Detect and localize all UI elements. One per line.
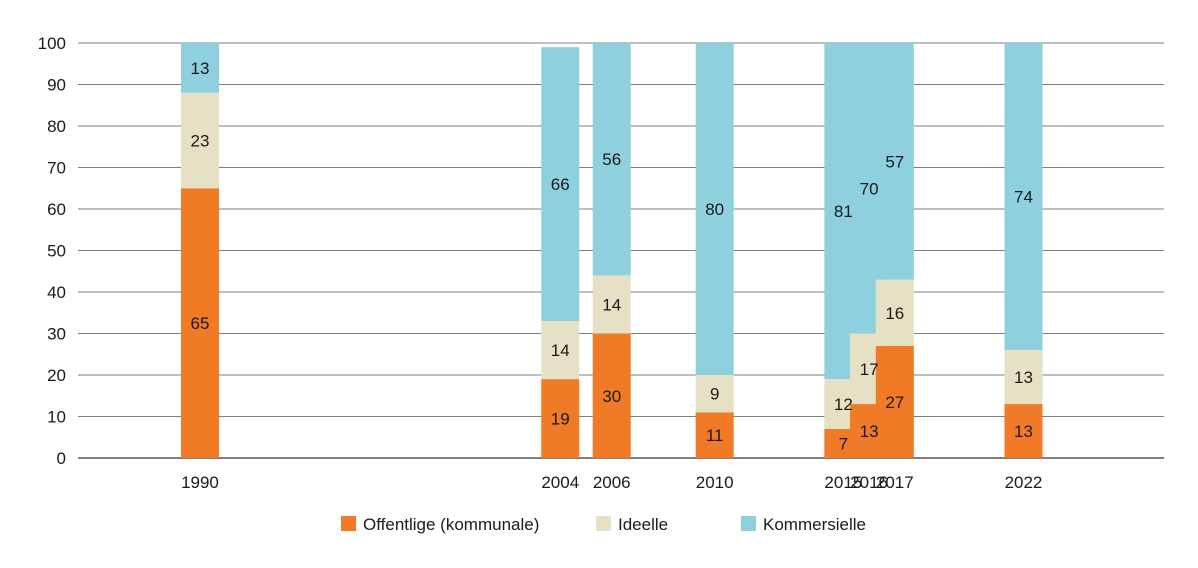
- y-tick-label: 40: [47, 283, 66, 302]
- data-label: 19: [551, 410, 570, 429]
- bar-segment: [875, 279, 914, 346]
- bars: [180, 43, 1043, 458]
- legend-label: Ideelle: [618, 515, 668, 534]
- bar-segment: [541, 321, 580, 380]
- y-tick-label: 0: [57, 449, 66, 468]
- data-label: 57: [885, 152, 904, 171]
- bar-segment: [592, 43, 631, 276]
- x-tick-label: 2016: [850, 473, 888, 492]
- x-tick-label: 2006: [593, 473, 631, 492]
- y-tick-label: 10: [47, 408, 66, 427]
- x-tick-label: 2015: [824, 473, 862, 492]
- x-tick-label: 2022: [1005, 473, 1043, 492]
- y-tick-label: 70: [47, 159, 66, 178]
- legend-swatch: [596, 516, 611, 531]
- data-label: 27: [885, 393, 904, 412]
- data-label: 11: [706, 426, 724, 445]
- y-tick-label: 60: [47, 200, 66, 219]
- data-label: 9: [710, 385, 719, 404]
- data-label: 74: [1014, 188, 1033, 207]
- data-label: 13: [860, 422, 879, 441]
- bar-segment: [541, 379, 580, 458]
- bar-segment: [180, 188, 219, 458]
- bar-segment: [875, 345, 914, 458]
- data-label: 14: [602, 295, 621, 314]
- bar-segment: [592, 275, 631, 334]
- bar-segment: [1004, 404, 1043, 458]
- bar-segment: [875, 43, 914, 280]
- data-label: 70: [860, 179, 879, 198]
- legend: Offentlige (kommunale) Ideelle Kommersiell…: [341, 515, 866, 534]
- data-label: 65: [191, 314, 210, 333]
- data-label: 13: [1014, 422, 1033, 441]
- data-label: 23: [191, 132, 210, 151]
- data-labels: 65 23 13 19 14 66 30 14 56 11 9 80 7 12 81 13 17 70 27 16 57…: [191, 59, 1033, 454]
- data-label: 12: [834, 395, 853, 414]
- data-label: 80: [705, 200, 724, 219]
- y-tick-label: 50: [47, 242, 66, 261]
- bar-segment: [541, 47, 580, 322]
- data-label: 17: [860, 360, 879, 379]
- bar-segment: [695, 412, 734, 458]
- y-tick-label: 90: [47, 76, 66, 95]
- legend-swatch: [341, 516, 356, 531]
- y-tick-label: 80: [47, 117, 66, 136]
- y-axis-tick-labels: 0 10 20 30 40 50 60 70 80 90 100: [38, 34, 66, 468]
- legend-swatch: [741, 516, 756, 531]
- x-tick-label: 2017: [876, 473, 914, 492]
- data-label: 7: [839, 434, 848, 453]
- bar-segment: [1004, 43, 1043, 351]
- legend-label: Kommersielle: [763, 515, 866, 534]
- data-label: 14: [551, 341, 570, 360]
- bar-segment: [180, 92, 219, 189]
- bar-segment: [695, 43, 734, 375]
- data-label: 30: [602, 387, 621, 406]
- legend-label: Offentlige (kommunale): [363, 515, 539, 534]
- bar-segment: [180, 43, 219, 93]
- data-label: 13: [191, 59, 210, 78]
- bar-segment: [1004, 350, 1043, 405]
- data-label: 13: [1014, 368, 1033, 387]
- x-tick-label: 2004: [541, 473, 579, 492]
- data-label: 16: [885, 304, 904, 323]
- x-tick-label: 2010: [696, 473, 734, 492]
- y-tick-label: 20: [47, 366, 66, 385]
- y-tick-label: 30: [47, 325, 66, 344]
- y-tick-label: 100: [38, 34, 66, 53]
- x-tick-label: 1990: [181, 473, 219, 492]
- data-label: 56: [602, 150, 621, 169]
- data-label: 66: [551, 175, 570, 194]
- bar-segment: [695, 375, 734, 413]
- data-label: 81: [834, 202, 853, 221]
- bar-segment: [592, 333, 631, 458]
